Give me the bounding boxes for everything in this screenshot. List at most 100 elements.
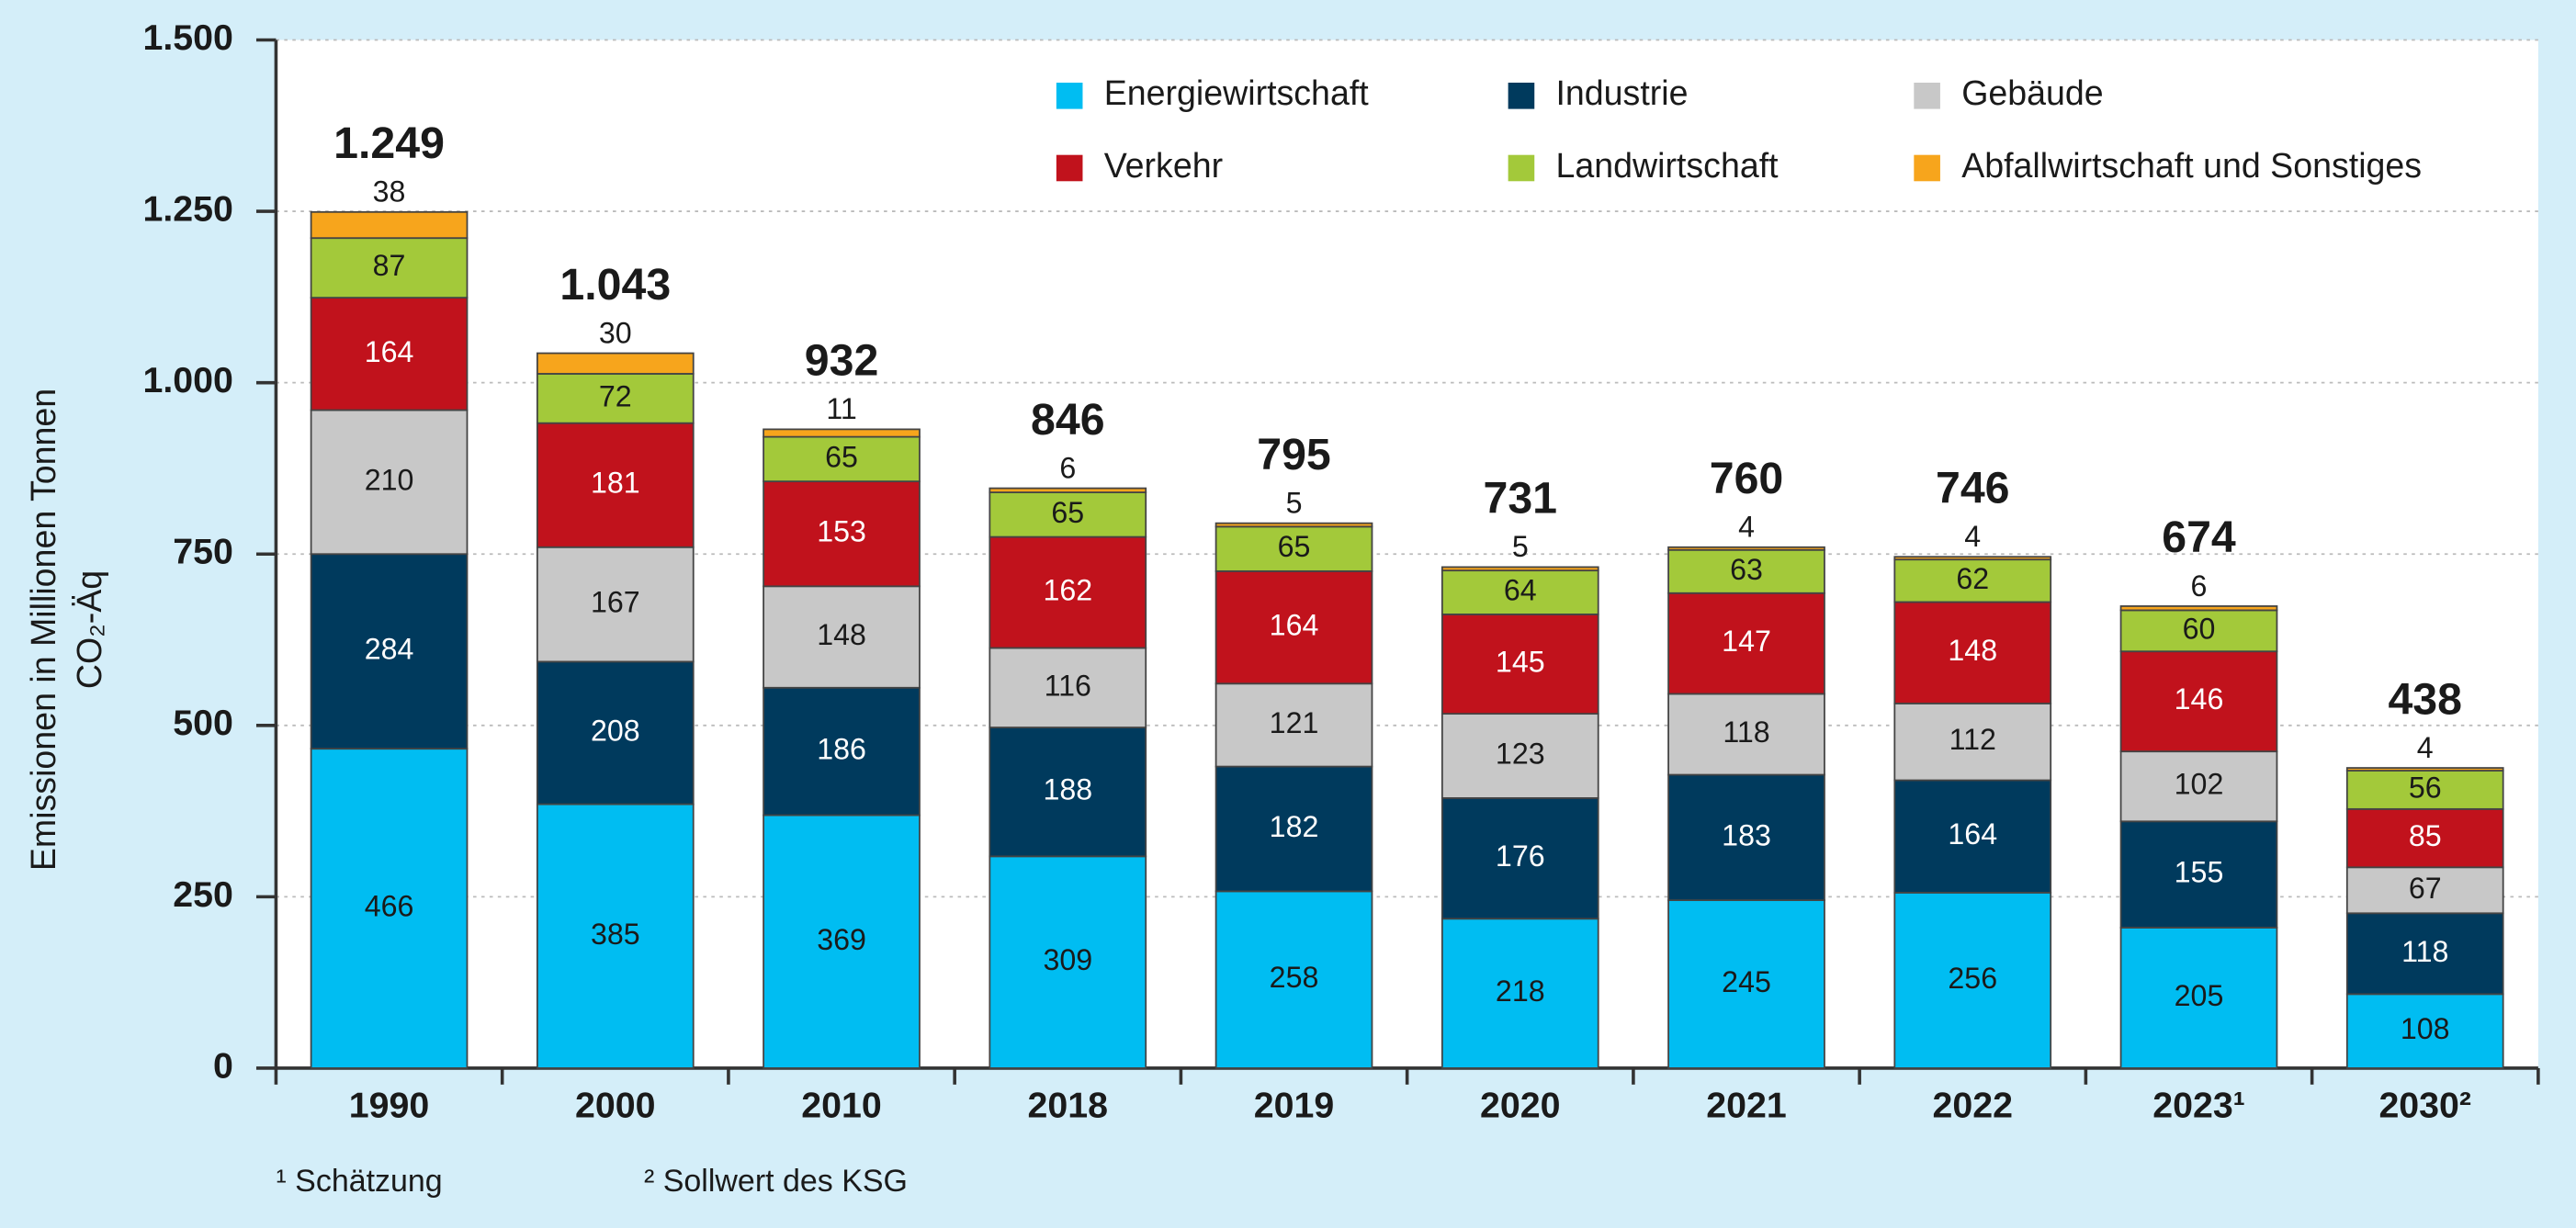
segment-label: 205 [2175, 979, 2224, 1012]
legend-swatch [1508, 154, 1535, 182]
bar-segment [1893, 892, 2052, 1069]
legend-label: Abfallwirtschaft und Sonstiges [1961, 146, 2422, 185]
segment-label: 112 [1949, 723, 1996, 756]
bar-segment [1215, 765, 1373, 893]
segment-label: 4 [1738, 511, 1755, 544]
bar-segment [1667, 546, 1825, 551]
bar-segment [1441, 566, 1599, 572]
bar-segment [763, 585, 921, 689]
segment-label: 181 [591, 467, 640, 500]
segment-label: 256 [1948, 962, 1997, 995]
bar-segment [2345, 912, 2504, 996]
x-tick-label: 2023¹ [2152, 1085, 2245, 1125]
segment-label: 164 [1948, 817, 1997, 851]
segment-label: 60 [2183, 612, 2216, 645]
segment-label: 30 [599, 316, 632, 349]
bar-segment [310, 409, 469, 556]
bar-segment [1893, 556, 2052, 561]
segment-label: 65 [1051, 496, 1084, 529]
segment-label: 186 [817, 733, 866, 766]
bar-segment [763, 480, 921, 588]
bar-segment [536, 660, 695, 806]
bar-segment [2345, 807, 2504, 869]
legend-label: Industrie [1555, 73, 1688, 112]
y-tick-label: 500 [173, 703, 233, 743]
bar-segment [536, 803, 695, 1069]
bar-segment [1441, 569, 1599, 615]
legend-swatch [1056, 154, 1083, 182]
bar-segment [1215, 522, 1373, 528]
bar-segment [536, 352, 695, 375]
segment-label: 64 [1504, 574, 1537, 607]
bar-segment [2119, 605, 2278, 612]
y-tick-label: 1.000 [143, 360, 233, 400]
bar-segment [2119, 750, 2278, 823]
y-tick-label: 250 [173, 874, 233, 915]
bar-segment [989, 491, 1147, 538]
segment-label: 85 [2409, 819, 2442, 852]
bar-segment [989, 487, 1147, 493]
segment-label: 62 [1956, 562, 1989, 595]
segment-label: 466 [365, 890, 414, 923]
segment-label: 38 [373, 175, 406, 208]
segment-label: 4 [2417, 731, 2434, 764]
segment-label: 148 [1948, 634, 1997, 667]
y-axis-label: Emissionen in Millionen Tonnen [24, 389, 62, 871]
bar-segment [1893, 601, 2052, 704]
bar-segment [1441, 614, 1599, 715]
segment-label: 146 [2175, 682, 2224, 715]
segment-label: 6 [2191, 569, 2208, 603]
bar-segment [2345, 993, 2504, 1069]
segment-label: 67 [2409, 872, 2442, 905]
total-label: 438 [2388, 674, 2462, 724]
bar-segment [2345, 767, 2504, 772]
footnote: ¹ Schätzung [276, 1164, 442, 1199]
segment-label: 108 [2401, 1012, 2450, 1045]
total-label: 846 [1031, 395, 1105, 445]
segment-label: 284 [365, 633, 414, 666]
total-label: 760 [1710, 454, 1784, 503]
bar-segment [1667, 591, 1825, 695]
total-label: 1.249 [333, 118, 445, 168]
segment-label: 188 [1043, 773, 1092, 806]
bar-segment [763, 686, 921, 817]
bar-segment [310, 237, 469, 299]
y-tick-label: 1.250 [143, 188, 233, 229]
total-label: 674 [2162, 513, 2236, 562]
segment-label: 87 [373, 249, 406, 282]
segment-label: 56 [2409, 771, 2442, 804]
segment-label: 369 [817, 923, 866, 956]
bar-segment [1667, 548, 1825, 594]
bar-segment [536, 373, 695, 424]
y-tick-label: 1.500 [143, 17, 233, 58]
bar-segment [1667, 899, 1825, 1069]
bar-segment [1441, 797, 1599, 920]
segment-label: 148 [817, 618, 866, 651]
segment-label: 218 [1496, 975, 1545, 1008]
y-axis-label: CO₂-Äq [70, 570, 108, 689]
legend-swatch [1914, 154, 1940, 182]
bar-segment [310, 210, 469, 240]
segment-label: 65 [1278, 530, 1311, 563]
total-label: 932 [805, 336, 879, 386]
segment-label: 72 [599, 379, 632, 412]
x-tick-label: 2000 [575, 1085, 655, 1125]
segment-label: 5 [1286, 486, 1303, 519]
bar-segment [1215, 890, 1373, 1069]
bar-segment [1215, 569, 1373, 685]
segment-label: 121 [1270, 706, 1319, 739]
y-tick-label: 0 [213, 1045, 233, 1086]
segment-label: 164 [1270, 609, 1319, 642]
legend-swatch [1914, 82, 1940, 109]
segment-label: 5 [1512, 530, 1529, 563]
bar-segment [989, 535, 1147, 649]
segment-label: 182 [1270, 810, 1319, 843]
legend-swatch [1508, 82, 1535, 109]
segment-label: 258 [1270, 961, 1319, 994]
x-tick-label: 2030² [2378, 1085, 2471, 1125]
segment-label: 155 [2175, 856, 2224, 889]
bar-segment [1667, 773, 1825, 902]
x-tick-label: 2021 [1706, 1085, 1786, 1125]
bar-segment [2345, 866, 2504, 915]
bar-segment [763, 814, 921, 1069]
